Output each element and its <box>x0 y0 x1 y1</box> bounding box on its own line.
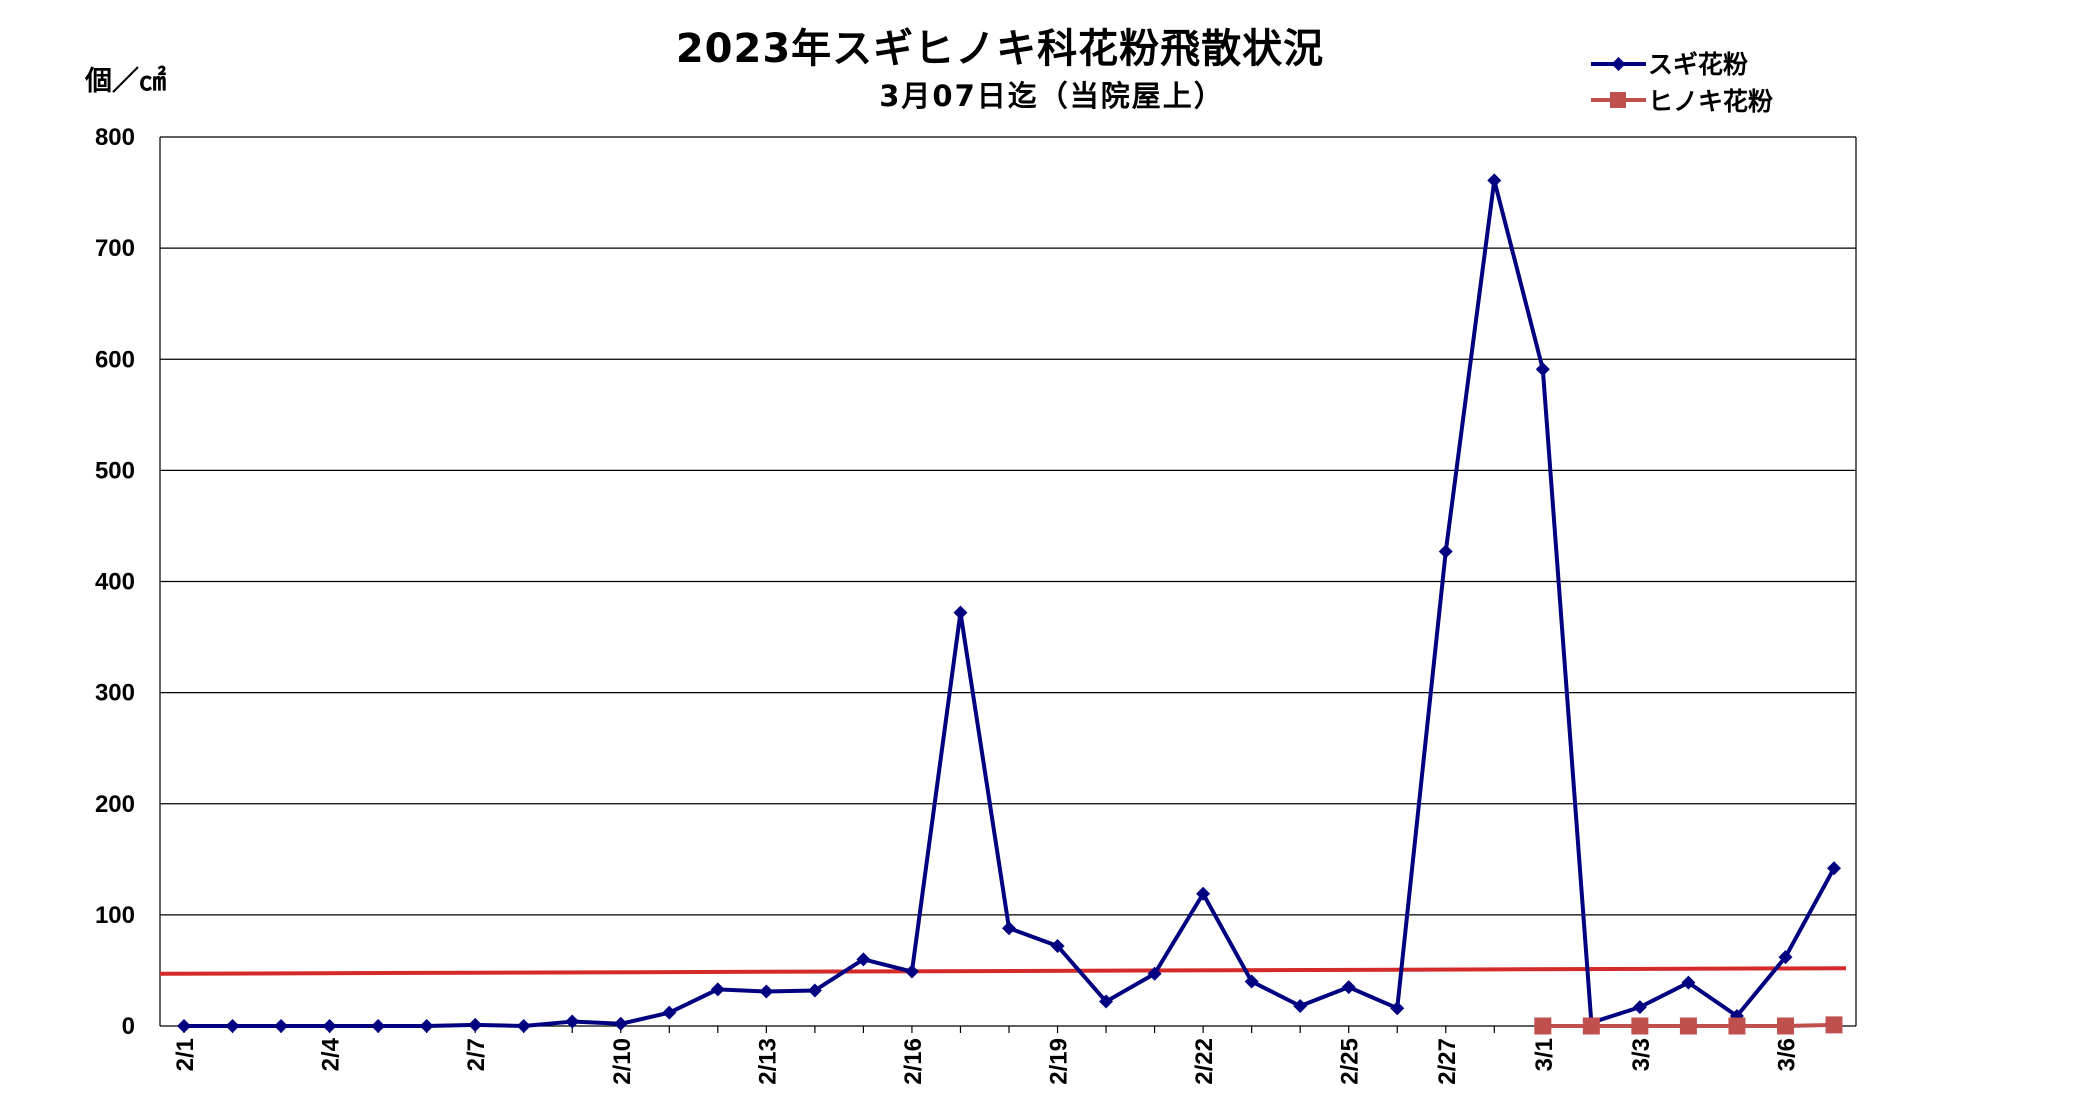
y-tick-label: 500 <box>95 457 135 484</box>
data-point-sugi <box>322 1019 337 1033</box>
x-tick-label: 2/4 <box>318 1037 345 1071</box>
data-point-sugi <box>565 1014 580 1029</box>
data-point-hinoki <box>1679 1017 1697 1035</box>
data-point-sugi <box>1002 921 1016 936</box>
y-tick-label: 400 <box>95 569 135 596</box>
data-point-sugi <box>1196 886 1211 901</box>
data-point-hinoki <box>1631 1017 1649 1035</box>
data-point-sugi <box>371 1019 386 1033</box>
x-tick-label: 3/1 <box>1531 1038 1558 1071</box>
y-axis-unit-label: 個／㎠ <box>84 65 166 97</box>
plot-area: 0 100 200 300 400 500 600 700 800 2/1 2/4 2/7 2/10 2/… <box>95 124 1857 1085</box>
data-point-hinoki <box>1582 1017 1600 1035</box>
y-tick-label: 700 <box>95 235 135 262</box>
data-point-sugi <box>1778 950 1793 965</box>
data-point-sugi <box>1050 938 1065 953</box>
data-point-sugi <box>1099 994 1114 1009</box>
data-point-sugi <box>419 1019 434 1033</box>
data-point-sugi <box>1390 1001 1405 1016</box>
x-tick-label: 3/6 <box>1773 1038 1800 1071</box>
y-tick-label: 600 <box>95 346 135 373</box>
reference-line <box>159 966 1847 976</box>
data-point-sugi <box>662 1005 677 1020</box>
chart-subtitle: 3月07日迄（当院屋上） <box>879 79 1225 113</box>
data-point-sugi <box>613 1016 628 1031</box>
chart-title: 2023年スギヒノキ科花粉飛散状況 <box>676 26 1324 72</box>
data-point-sugi <box>225 1019 240 1033</box>
y-tick-label: 0 <box>122 1013 135 1040</box>
data-point-sugi <box>759 984 774 999</box>
data-point-sugi <box>953 605 968 620</box>
data-point-sugi <box>1147 966 1162 981</box>
legend-marker-sugi <box>1611 57 1626 71</box>
x-tick-label: 3/3 <box>1628 1038 1655 1071</box>
x-tick-label: 2/13 <box>754 1038 781 1085</box>
y-tick-label: 100 <box>95 902 135 929</box>
y-tick-label: 800 <box>95 124 135 151</box>
data-point-sugi <box>807 983 822 998</box>
x-tick-label: 2/19 <box>1046 1038 1073 1085</box>
x-tick-label: 2/16 <box>900 1038 927 1085</box>
x-tick-label: 2/27 <box>1434 1038 1461 1085</box>
data-point-sugi <box>177 1019 191 1033</box>
data-point-hinoki <box>1728 1017 1746 1035</box>
y-tick-label: 300 <box>95 680 135 707</box>
data-point-sugi <box>1341 980 1356 995</box>
series-line-sugi <box>184 178 1836 1028</box>
data-point-sugi <box>1827 861 1841 876</box>
y-tick-label: 200 <box>95 791 135 818</box>
x-tick-label: 2/25 <box>1337 1038 1364 1085</box>
x-tick-label: 2/22 <box>1191 1038 1218 1085</box>
data-point-sugi <box>516 1019 531 1033</box>
data-point-sugi <box>856 952 871 967</box>
legend-label-sugi: スギ花粉 <box>1648 50 1748 79</box>
data-point-hinoki <box>1776 1017 1794 1035</box>
data-point-sugi <box>1632 1000 1647 1015</box>
x-tick-label: 2/7 <box>463 1038 490 1071</box>
data-point-sugi <box>1487 173 1502 188</box>
legend: スギ花粉 ヒノキ花粉 <box>1591 50 1773 116</box>
legend-label-hinoki: ヒノキ花粉 <box>1648 87 1773 116</box>
data-point-sugi <box>710 982 725 997</box>
data-point-sugi <box>1681 975 1696 990</box>
data-point-sugi <box>1293 998 1308 1013</box>
data-point-sugi <box>468 1017 483 1032</box>
data-point-sugi <box>1244 974 1259 989</box>
legend-marker-hinoki <box>1610 92 1626 108</box>
data-point-hinoki <box>1825 1016 1843 1034</box>
data-point-sugi <box>904 964 919 979</box>
data-point-sugi <box>1438 544 1453 559</box>
x-tick-label: 2/1 <box>172 1038 199 1071</box>
data-point-sugi <box>1535 362 1550 377</box>
data-point-hinoki <box>1534 1017 1552 1035</box>
x-tick-label: 2/10 <box>609 1038 636 1085</box>
data-point-sugi <box>274 1019 289 1033</box>
